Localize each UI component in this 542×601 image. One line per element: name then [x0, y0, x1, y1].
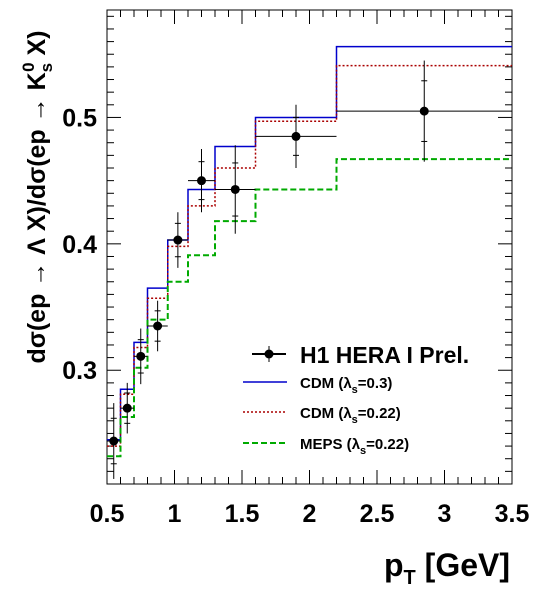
legend-item-data: H1 HERA I Prel. — [252, 342, 469, 368]
data-point — [107, 403, 121, 479]
x-axis-title: pT [GeV] — [384, 547, 510, 589]
data-point — [188, 149, 215, 213]
data-points — [107, 60, 512, 479]
model-line-1 — [107, 64, 512, 447]
legend-label: MEPS (λs=0.22) — [300, 436, 409, 457]
data-point — [215, 145, 256, 234]
data-marker — [197, 176, 206, 186]
x-tick-label: 1.5 — [225, 500, 260, 528]
legend: H1 HERA I Prel. CDM (λs=0.3) CDM (λs=0.22… — [243, 342, 469, 457]
x-tick-label: 0.5 — [90, 500, 125, 528]
data-point — [147, 300, 168, 352]
y-axis-title: dσ(ep → Λ X)/dσ(ep → Ks0 X) — [19, 30, 56, 363]
legend-label: CDM (λs=0.3) — [300, 375, 392, 396]
legend-item-model-0: CDM (λs=0.3) — [243, 375, 392, 396]
data-marker — [153, 321, 163, 331]
data-marker — [230, 184, 240, 194]
data-marker — [136, 351, 146, 361]
x-tick-label: 2.5 — [360, 500, 395, 528]
legend-item-model-1: CDM (λs=0.22) — [243, 405, 401, 426]
data-point — [336, 60, 512, 162]
data-marker — [419, 106, 429, 116]
x-tick-label: 3 — [438, 500, 452, 528]
model-line-2 — [107, 158, 512, 458]
data-point — [134, 328, 148, 385]
axis-ticks — [106, 10, 513, 484]
data-marker — [122, 403, 132, 413]
data-point — [120, 382, 134, 434]
y-tick-label: 0.5 — [62, 104, 97, 132]
y-tick-label: 0.4 — [62, 231, 97, 259]
data-point — [167, 212, 188, 268]
data-marker — [291, 131, 301, 141]
y-tick-label: 0.3 — [62, 357, 97, 385]
data-marker — [109, 436, 119, 446]
x-tick-label: 1 — [168, 500, 182, 528]
y-tick-labels: 0.3 0.4 0.5 — [62, 104, 97, 385]
model-histograms — [107, 45, 512, 458]
data-point — [255, 104, 337, 168]
x-tick-label: 3.5 — [495, 500, 530, 528]
x-tick-label: 2 — [303, 500, 317, 528]
x-tick-labels: 0.5 1 1.5 2 2.5 3 3.5 — [90, 500, 530, 528]
legend-item-model-2: MEPS (λs=0.22) — [243, 436, 409, 457]
legend-label-data: H1 HERA I Prel. — [300, 342, 469, 368]
legend-label: CDM (λs=0.22) — [300, 405, 401, 426]
data-marker — [173, 235, 183, 245]
